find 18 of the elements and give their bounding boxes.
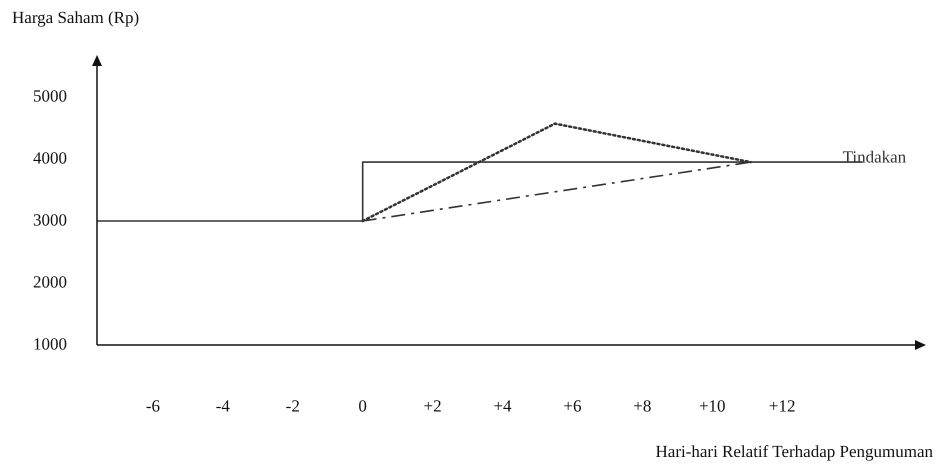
y-tick-label: 3000 <box>33 210 67 230</box>
x-tick-label: +4 <box>493 396 512 416</box>
x-tick-label: +8 <box>633 396 652 416</box>
x-axis-title: Hari-hari Relatif Terhadap Pengumuman <box>656 442 933 462</box>
x-tick-label: +6 <box>563 396 582 416</box>
y-axis-title: Harga Saham (Rp) <box>12 8 140 28</box>
x-tick-label: +2 <box>424 396 442 416</box>
x-tick-label: -4 <box>216 396 230 416</box>
y-tick-label: 4000 <box>33 148 67 168</box>
y-tick-label: 2000 <box>33 272 67 292</box>
x-tick-label: -6 <box>146 396 160 416</box>
y-tick-label: 1000 <box>33 334 67 354</box>
series-label: Tindakan <box>842 148 907 167</box>
x-tick-label: +12 <box>768 396 796 416</box>
x-tick-label: +10 <box>698 396 726 416</box>
x-tick-label: -2 <box>286 396 300 416</box>
y-tick-label: 5000 <box>33 86 67 106</box>
x-tick-label: 0 <box>358 396 367 416</box>
